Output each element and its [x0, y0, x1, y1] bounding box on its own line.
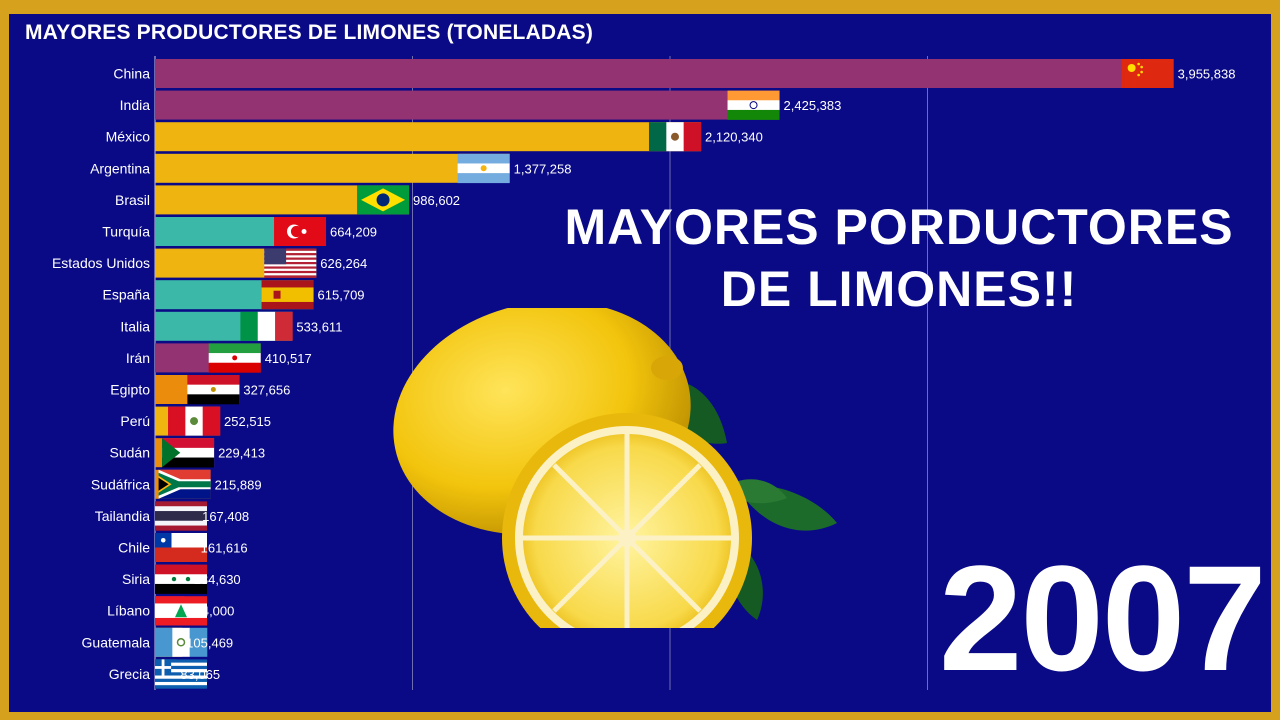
value-label: 252,515	[224, 414, 271, 429]
category-label: Tailandia	[95, 508, 150, 524]
category-label: Chile	[118, 540, 150, 556]
category-label: Sudáfrica	[91, 476, 150, 492]
bar-row: Guatemala 105,469	[82, 627, 233, 657]
value-label: 83,065	[180, 667, 220, 682]
value-label: 3,955,838	[1178, 67, 1236, 82]
usa-flag	[264, 248, 317, 278]
category-label: China	[113, 66, 150, 82]
category-label: Italia	[120, 318, 150, 334]
bar-row: Sudán 229,413	[110, 438, 265, 468]
value-label: 327,656	[243, 383, 290, 398]
china-flag	[1121, 59, 1174, 88]
guatemala-flag	[155, 627, 208, 657]
thailand-flag	[155, 501, 207, 531]
category-label: Grecia	[109, 666, 150, 682]
brazil-flag	[357, 185, 410, 215]
bar-row: India 2,425,383	[120, 90, 842, 120]
value-label: 215,889	[215, 477, 262, 492]
category-label: India	[120, 97, 151, 113]
bar-row: China 3,955,838	[113, 59, 1235, 88]
bar-row: Brasil 986,602	[115, 185, 460, 215]
bar	[155, 153, 510, 183]
value-label: 105,469	[186, 635, 233, 650]
category-label: Guatemala	[82, 634, 151, 650]
bar-row: Grecia 83,065	[109, 659, 220, 689]
value-label: 1,377,258	[514, 161, 572, 176]
peru-flag	[168, 406, 221, 436]
chart-frame: MAYORES PRODUCTORES DE LIMONES (TONELADA…	[9, 8, 1271, 712]
value-label: 626,264	[320, 256, 367, 271]
value-label: 410,517	[265, 351, 312, 366]
bar-chart: China 3,955,838 India 2,425,383 México 2,120,…	[52, 56, 1235, 690]
bar-row: Perú 252,515	[120, 406, 271, 436]
value-label: 229,413	[218, 446, 265, 461]
value-label: 615,709	[318, 288, 365, 303]
india-flag	[727, 90, 780, 120]
italy-flag	[240, 311, 293, 341]
headline-line-1: MAYORES PORDUCTORES	[564, 199, 1234, 255]
turkey-flag	[274, 217, 327, 246]
spain-flag	[261, 280, 314, 310]
headline-text: MAYORES PORDUCTORES DE LIMONES!!	[549, 196, 1249, 320]
category-label: Turquía	[102, 224, 150, 240]
greece-flag	[155, 659, 207, 689]
egypt-flag	[187, 375, 240, 405]
lebanon-flag	[155, 596, 207, 626]
south-africa-flag	[158, 469, 211, 499]
headline-line-2: DE LIMONES!!	[720, 261, 1078, 317]
value-label: 134,630	[194, 572, 241, 587]
bar-row: Egipto 327,656	[110, 375, 290, 405]
top-border-strip	[9, 8, 1271, 14]
bar-row: Estados Unidos 626,264	[52, 248, 367, 278]
chart-title: MAYORES PRODUCTORES DE LIMONES (TONELADA…	[25, 21, 594, 44]
bar-row: Chile 161,616	[118, 533, 248, 562]
category-label: Siria	[122, 571, 150, 587]
value-label: 664,209	[330, 225, 377, 240]
bar-row: Siria 134,630	[122, 564, 241, 594]
bar-row: Turquía 664,209	[102, 217, 377, 246]
category-label: España	[103, 287, 151, 303]
category-label: Argentina	[90, 160, 150, 176]
bar	[155, 122, 701, 152]
value-label: 2,120,340	[705, 130, 763, 145]
syria-flag	[155, 564, 207, 594]
bar	[155, 90, 780, 120]
category-label: Egipto	[110, 382, 150, 398]
value-label: 167,408	[202, 509, 249, 524]
mexico-flag	[648, 122, 702, 152]
bar-row: Italia 533,611	[120, 311, 342, 341]
value-label: 161,616	[201, 541, 248, 556]
category-label: Irán	[126, 350, 150, 366]
bar	[155, 59, 1174, 88]
bar-row: Sudáfrica 215,889	[91, 469, 262, 499]
category-label: México	[106, 129, 151, 145]
value-label: 986,602	[413, 193, 460, 208]
bar-row: Líbano 114,000	[107, 596, 234, 626]
argentina-flag	[457, 153, 510, 184]
bar-row: Irán 410,517	[126, 343, 312, 373]
bar-row: Tailandia 167,408	[95, 501, 249, 531]
lemons-image	[393, 308, 837, 628]
year-label: 2007	[939, 534, 1267, 702]
category-label: Perú	[120, 413, 150, 429]
value-label: 533,611	[296, 319, 342, 334]
category-label: Líbano	[107, 603, 150, 619]
value-label: 114,000	[188, 604, 234, 619]
category-label: Brasil	[115, 192, 150, 208]
category-label: Sudán	[110, 445, 150, 461]
bar-row: Argentina 1,377,258	[90, 153, 572, 184]
category-label: Estados Unidos	[52, 255, 150, 271]
bar-row: España 615,709	[103, 280, 365, 310]
chile-flag	[155, 533, 207, 562]
value-label: 2,425,383	[784, 98, 842, 113]
sudan-flag	[162, 438, 215, 468]
iran-flag	[208, 343, 261, 373]
bar-row: México 2,120,340	[106, 122, 763, 152]
